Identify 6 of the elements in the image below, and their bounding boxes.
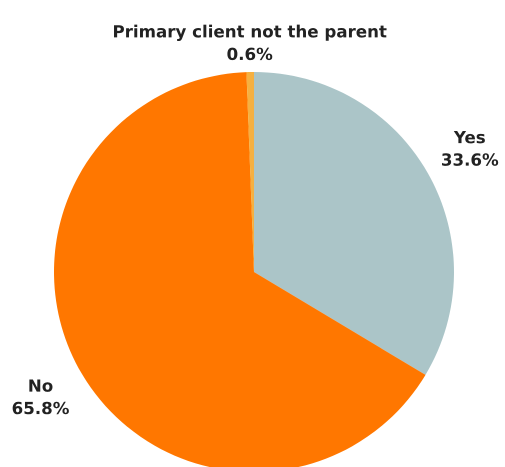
slice-label: No [29,379,53,392]
slice-label: Yes [454,131,485,144]
data-label: 0.6% [227,48,272,60]
data-label: 65.8% [12,402,69,414]
data-label: 33.6% [442,153,498,166]
slice-label: Primary client not the parent [114,24,387,41]
